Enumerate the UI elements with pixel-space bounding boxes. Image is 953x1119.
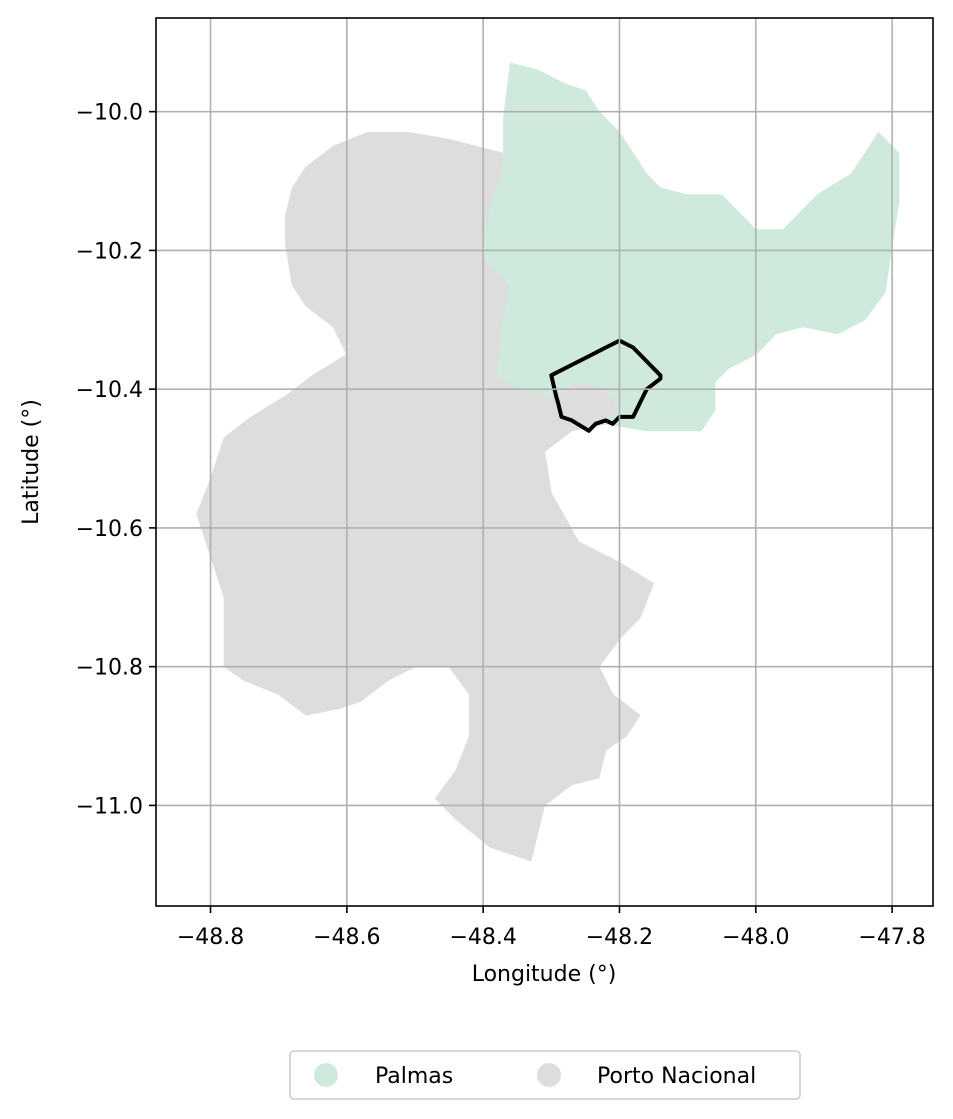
plot-area <box>155 17 934 907</box>
x-tick-label: −48.6 <box>313 925 380 950</box>
region-palmas <box>482 62 900 432</box>
regions-layer <box>196 62 900 862</box>
x-tick-label: −47.8 <box>858 925 925 950</box>
y-tick-label: −10.8 <box>76 656 143 681</box>
x-tick-label: −48.2 <box>586 925 653 950</box>
y-tick-label: −11.0 <box>76 794 143 819</box>
y-tick-label: −10.0 <box>76 101 143 126</box>
x-axis-ticks: −48.8 −48.6 −48.4 −48.2 −48.0 −47.8 <box>177 906 926 950</box>
y-axis-ticks: −10.0 −10.2 −10.4 −10.6 −10.8 −11.0 <box>76 101 156 819</box>
plot-frame <box>155 17 934 907</box>
y-axis-label: Latitude (°) <box>19 399 44 525</box>
outline-layer <box>549 338 663 433</box>
legend: Palmas Porto Nacional <box>289 1050 801 1100</box>
grid-layer <box>156 18 933 906</box>
y-tick-label: −10.6 <box>76 517 143 542</box>
x-tick-label: −48.0 <box>722 925 789 950</box>
legend-marker-porto-nacional <box>537 1063 561 1087</box>
legend-marker-palmas <box>314 1063 338 1087</box>
legend-label-palmas: Palmas <box>375 1064 453 1089</box>
legend-label-porto-nacional: Porto Nacional <box>597 1064 756 1089</box>
y-tick-label: −10.4 <box>76 378 143 403</box>
y-tick-label: −10.2 <box>76 239 143 264</box>
x-axis-label: Longitude (°) <box>472 962 617 987</box>
x-tick-label: −48.8 <box>177 925 244 950</box>
x-tick-label: −48.4 <box>449 925 516 950</box>
highlighted-boundary-outline <box>549 338 663 433</box>
